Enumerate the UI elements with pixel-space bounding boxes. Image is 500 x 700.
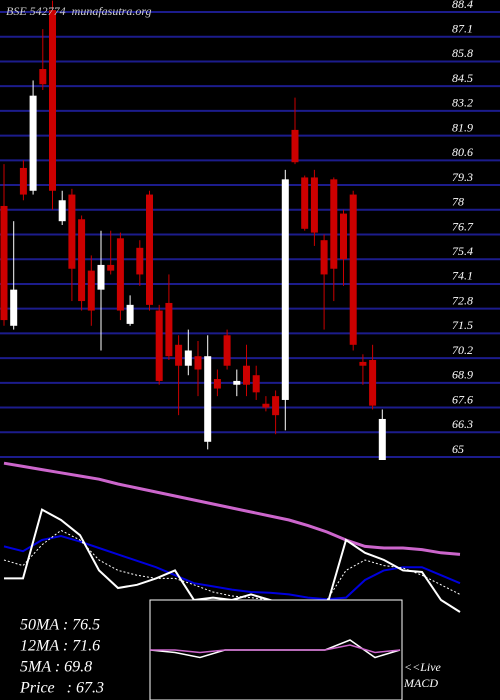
y-tick-label: 85.8 [452,46,473,60]
candle-body [68,194,76,269]
candle-body [39,69,47,85]
macd-panel: <<Live MACD [149,599,442,700]
candle-body [281,179,289,400]
y-tick-label: 88.4 [452,0,473,11]
candle-body [19,167,27,195]
candle-body [213,379,221,389]
ma-line [3,529,461,605]
candle-body [340,213,347,260]
candle-body [262,403,270,408]
y-tick-label: 68.9 [452,368,473,382]
candle-body [107,264,115,271]
macd-label: MACD [403,676,438,690]
y-tick-label: 79.3 [452,170,473,184]
ma-line [3,461,461,556]
y-tick-label: 81.9 [452,120,473,134]
candle-body [291,129,299,163]
ma-line [3,534,461,601]
y-tick-label: 66.3 [452,417,473,431]
y-tick-label: 76.7 [452,219,474,233]
candle-body [87,270,95,311]
candle-body [29,95,37,191]
y-tick-label: 71.5 [452,318,473,332]
candle-body [10,289,18,326]
y-tick-label: 65 [452,442,464,456]
y-tick-label: 78 [452,195,464,209]
y-tick-label: 84.5 [452,71,473,85]
y-tick-label: 72.8 [452,293,473,307]
price-panel [0,0,500,460]
candle-body [349,194,357,345]
candle-body [272,396,280,416]
candle-body [204,356,212,442]
candle-body [233,380,241,385]
candle-body [310,177,318,233]
candle-body [194,356,202,370]
candle-body [0,205,8,321]
candle-body [58,200,66,222]
candle-body [301,177,309,229]
candle-body [252,375,260,393]
y-tick-label: 74.1 [452,269,473,283]
candle-body [184,350,192,366]
y-tick-label: 70.2 [452,343,473,357]
candle-body [155,310,163,381]
y-tick-label: 67.6 [452,392,473,406]
candle-body [78,219,86,302]
candle-body [49,10,56,191]
candle-body [136,247,144,275]
y-tick-label: 87.1 [452,21,473,35]
candle-body [97,264,105,290]
y-tick-label: 80.6 [452,145,473,159]
candle-body [330,179,338,269]
candle-body [243,365,250,385]
y-tick-label: 83.2 [452,96,473,110]
candle-body [378,418,386,460]
ma-label: 5MA : 69.8 [20,659,92,676]
candle-body [175,344,183,366]
candle-body [359,361,367,366]
candle-body [223,335,231,366]
header: BSE 542774 munafasutra.org [6,4,152,18]
legend: 50MA : 76.5 12MA : 71.6 5MA : 69.8 Price : … [19,617,104,697]
candle-body [320,240,328,275]
y-tick-label: 75.4 [452,244,473,258]
candle-body [146,194,153,305]
candle-body [116,238,124,311]
candle-body [369,360,377,406]
macd-label: <<Live [404,660,442,674]
candle-body [165,302,173,357]
candle-body [126,304,134,324]
ma-label: Price : 67.3 [19,680,104,697]
ma-label: 50MA : 76.5 [20,617,100,634]
ma-label: 12MA : 71.6 [20,638,100,655]
macd-line [150,644,401,654]
